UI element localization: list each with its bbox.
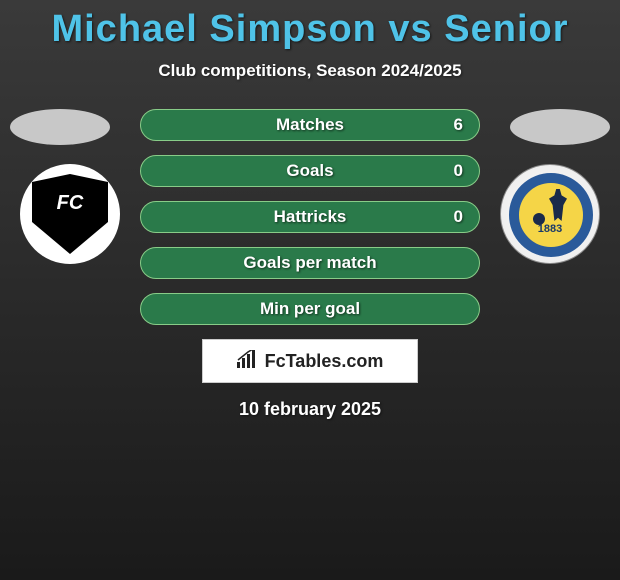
chart-icon: [237, 350, 259, 373]
stat-label: Min per goal: [260, 299, 360, 319]
brand-box: FcTables.com: [202, 339, 418, 383]
stat-row-min-per-goal: Min per goal: [140, 293, 480, 325]
stat-row-hattricks: Hattricks 0: [140, 201, 480, 233]
brand-text: FcTables.com: [265, 351, 384, 372]
player-left-avatar-placeholder: [10, 109, 110, 145]
stat-value-right: 0: [454, 207, 463, 227]
stat-label: Hattricks: [274, 207, 347, 227]
stat-row-goals-per-match: Goals per match: [140, 247, 480, 279]
stat-label: Goals per match: [243, 253, 376, 273]
club-right-year: 1883: [501, 223, 599, 235]
stat-label: Matches: [276, 115, 344, 135]
stat-value-right: 6: [454, 115, 463, 135]
club-right-ring-icon: [509, 173, 593, 257]
stats-list: Matches 6 Goals 0 Hattricks 0 Goals per …: [140, 109, 480, 325]
stat-row-matches: Matches 6: [140, 109, 480, 141]
subtitle: Club competitions, Season 2024/2025: [0, 61, 620, 81]
player-right-avatar-placeholder: [510, 109, 610, 145]
comparison-panel: 1883 Matches 6 Goals 0 Hattricks 0 Goals…: [0, 109, 620, 420]
club-left-badge: [20, 164, 120, 264]
page-title: Michael Simpson vs Senior: [0, 0, 620, 51]
stat-label: Goals: [286, 161, 333, 181]
stat-row-goals: Goals 0: [140, 155, 480, 187]
club-right-badge: 1883: [500, 164, 600, 264]
stat-value-right: 0: [454, 161, 463, 181]
footer-date: 10 february 2025: [0, 399, 620, 420]
club-left-shield-icon: [32, 174, 108, 254]
